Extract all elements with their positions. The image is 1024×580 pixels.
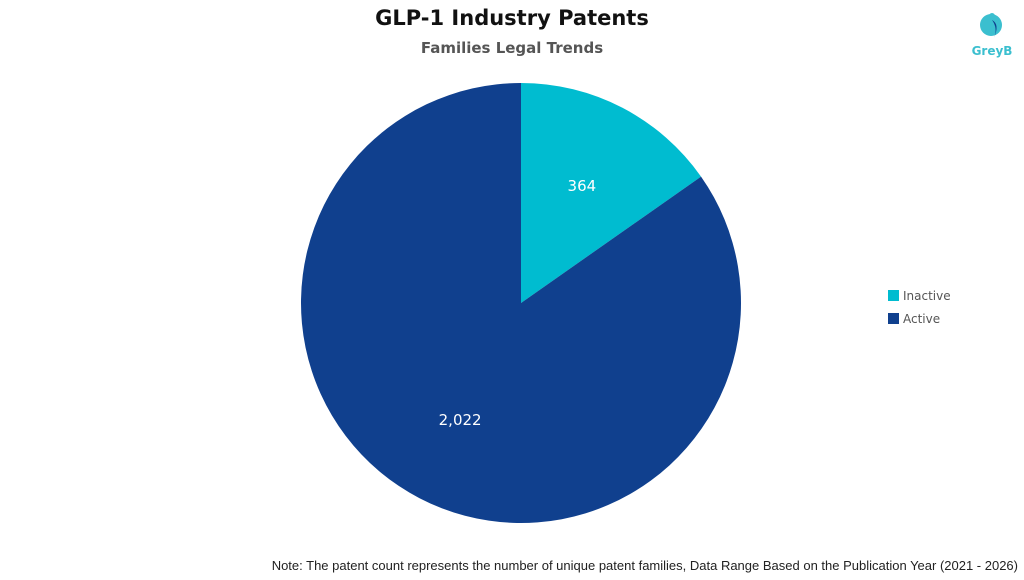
legend-label: Active	[903, 312, 940, 326]
legend-swatch	[888, 313, 899, 324]
data-label: 364	[568, 177, 597, 195]
footnote: Note: The patent count represents the nu…	[272, 558, 1018, 573]
legend: Inactive Active	[888, 284, 951, 330]
legend-item-active[interactable]: Active	[888, 307, 951, 330]
data-label: 2,022	[439, 411, 482, 429]
legend-item-inactive[interactable]: Inactive	[888, 284, 951, 307]
legend-label: Inactive	[903, 289, 951, 303]
legend-swatch	[888, 290, 899, 301]
